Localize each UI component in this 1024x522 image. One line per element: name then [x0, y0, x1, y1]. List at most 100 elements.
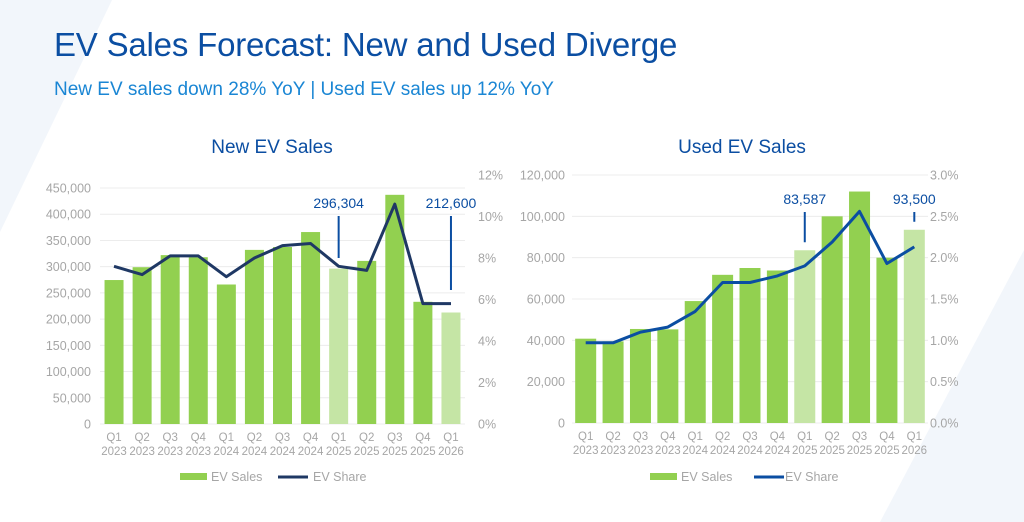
legend-label-ev-sales: EV Sales — [681, 470, 732, 484]
x-tick-year: 2025 — [792, 445, 818, 457]
y-tick-left: 100,000 — [46, 365, 91, 379]
bar-ev-sales — [216, 284, 236, 424]
y-tick-left: 400,000 — [46, 208, 91, 222]
x-tick-quarter: Q3 — [275, 432, 290, 444]
x-tick-quarter: Q1 — [578, 431, 593, 443]
x-tick-year: 2024 — [298, 446, 324, 458]
page-title: EV Sales Forecast: New and Used Diverge — [54, 26, 678, 63]
y-tick-right: 10% — [478, 210, 503, 224]
y-tick-left: 120,000 — [520, 169, 565, 183]
y-tick-right: 2% — [478, 376, 496, 390]
x-tick-quarter: Q1 — [443, 432, 458, 444]
bar-ev-sales — [684, 301, 706, 423]
x-tick-year: 2024 — [270, 446, 296, 458]
x-tick-year: 2023 — [185, 446, 211, 458]
y-tick-left: 450,000 — [46, 182, 91, 196]
bar-ev-sales — [104, 280, 124, 424]
bar-ev-sales — [876, 257, 898, 423]
x-tick-year: 2025 — [819, 445, 845, 457]
x-tick-quarter: Q4 — [415, 432, 431, 444]
bar-ev-sales — [357, 260, 377, 424]
y-tick-left: 40,000 — [527, 334, 565, 348]
y-tick-right: 0.5% — [930, 375, 959, 389]
legend-label-ev-share: EV Share — [313, 470, 367, 484]
y-tick-left: 60,000 — [527, 293, 565, 307]
x-tick-quarter: Q1 — [688, 431, 703, 443]
bar-ev-sales — [385, 194, 405, 424]
x-tick-quarter: Q1 — [331, 432, 346, 444]
x-tick-quarter: Q4 — [770, 431, 786, 443]
y-tick-left: 150,000 — [46, 339, 91, 353]
x-tick-quarter: Q4 — [303, 432, 319, 444]
y-tick-left: 350,000 — [46, 234, 91, 248]
legend-label-ev-sales: EV Sales — [211, 470, 262, 484]
x-tick-year: 2026 — [438, 446, 464, 458]
annotation-label: 83,587 — [783, 191, 826, 207]
bar-ev-sales — [244, 249, 264, 424]
x-tick-year: 2024 — [682, 445, 708, 457]
y-tick-left: 100,000 — [520, 210, 565, 224]
y-tick-right: 12% — [478, 169, 503, 183]
x-tick-year: 2025 — [354, 446, 380, 458]
bar-ev-sales — [712, 274, 734, 423]
x-tick-year: 2023 — [655, 445, 681, 457]
bar-ev-sales — [739, 268, 761, 423]
x-tick-quarter: Q2 — [247, 432, 262, 444]
x-tick-year: 2024 — [214, 446, 240, 458]
bg-triangle-top-left — [0, 0, 112, 232]
y-tick-left: 80,000 — [527, 251, 565, 265]
line-ev-share — [113, 202, 451, 306]
x-tick-year: 2026 — [902, 445, 928, 457]
x-tick-quarter: Q2 — [824, 431, 839, 443]
annotation-label: 93,500 — [893, 191, 936, 207]
y-tick-right: 2.0% — [930, 251, 959, 265]
x-tick-year: 2025 — [326, 446, 352, 458]
y-tick-left: 300,000 — [46, 260, 91, 274]
x-tick-quarter: Q2 — [134, 432, 149, 444]
x-tick-quarter: Q2 — [715, 431, 730, 443]
x-tick-year: 2023 — [628, 445, 654, 457]
bar-ev-sales — [132, 267, 152, 424]
y-tick-right: 0.0% — [930, 417, 959, 431]
x-tick-quarter: Q1 — [106, 432, 121, 444]
y-tick-right: 1.5% — [930, 293, 959, 307]
line-ev-share — [585, 209, 916, 345]
x-tick-year: 2024 — [737, 445, 763, 457]
x-tick-year: 2023 — [101, 446, 127, 458]
y-tick-left: 0 — [84, 418, 91, 432]
y-tick-right: 6% — [478, 293, 496, 307]
annotation-label: 212,600 — [426, 195, 477, 211]
x-tick-quarter: Q1 — [907, 431, 922, 443]
y-tick-right: 2.5% — [930, 210, 959, 224]
y-tick-left: 250,000 — [46, 286, 91, 300]
x-tick-quarter: Q3 — [387, 432, 402, 444]
y-tick-left: 20,000 — [527, 375, 565, 389]
bar-ev-sales — [441, 312, 461, 424]
bar-ev-sales — [821, 216, 843, 423]
legend-swatch-ev-sales — [180, 473, 207, 480]
x-tick-year: 2023 — [573, 445, 599, 457]
bar-ev-sales — [188, 257, 208, 424]
bar-ev-sales — [903, 229, 925, 423]
bar-ev-sales — [575, 338, 597, 423]
y-tick-right: 3.0% — [930, 169, 959, 183]
bar-ev-sales — [273, 247, 292, 424]
x-tick-quarter: Q2 — [605, 431, 620, 443]
x-tick-quarter: Q1 — [219, 432, 234, 444]
bar-ev-sales — [602, 341, 624, 423]
x-tick-year: 2025 — [847, 445, 873, 457]
y-tick-right: 0% — [478, 418, 496, 432]
x-tick-year: 2025 — [382, 446, 408, 458]
x-tick-year: 2024 — [710, 445, 736, 457]
x-tick-year: 2024 — [242, 446, 268, 458]
x-tick-quarter: Q3 — [852, 431, 867, 443]
x-tick-quarter: Q4 — [660, 431, 676, 443]
bar-ev-sales — [794, 250, 816, 423]
y-tick-right: 1.0% — [930, 334, 959, 348]
x-tick-year: 2025 — [874, 445, 900, 457]
chart-title: Used EV Sales — [678, 137, 806, 158]
x-tick-quarter: Q4 — [879, 431, 895, 443]
bar-ev-sales — [160, 255, 180, 424]
